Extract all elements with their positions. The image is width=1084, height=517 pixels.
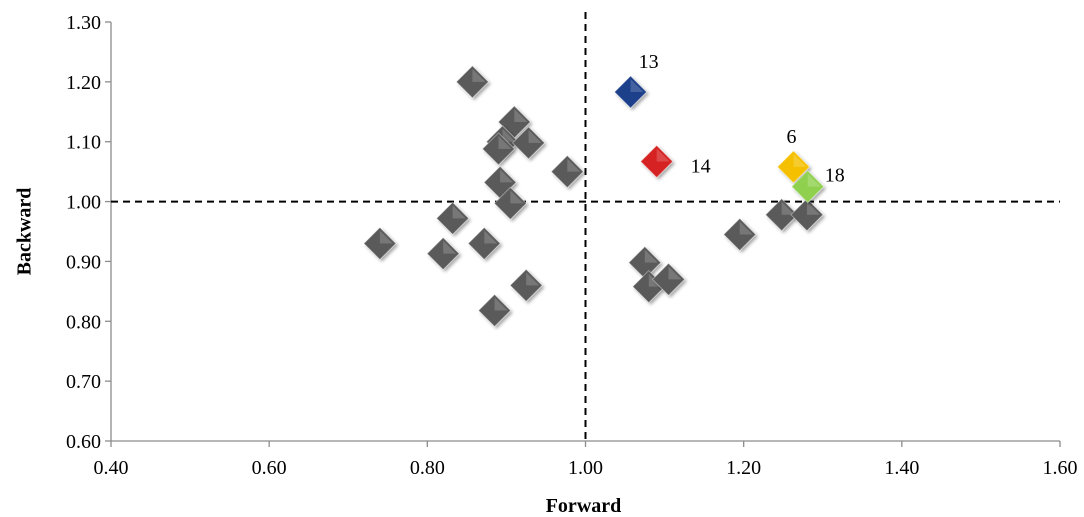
data-point bbox=[790, 198, 824, 232]
data-point bbox=[426, 236, 460, 271]
point-label-14: 14 bbox=[691, 155, 711, 177]
y-tick-label: 0.70 bbox=[66, 371, 101, 393]
data-point bbox=[723, 217, 757, 252]
data-point-14 bbox=[639, 144, 674, 179]
point-label-18: 18 bbox=[825, 165, 845, 187]
point-label-13: 13 bbox=[639, 51, 659, 73]
data-point bbox=[477, 293, 512, 328]
data-point-highlight bbox=[498, 135, 512, 149]
data-point-highlight bbox=[494, 297, 508, 311]
x-tick-label: 0.80 bbox=[410, 457, 445, 479]
x-tick-label: 0.60 bbox=[252, 457, 287, 479]
x-tick-label: 0.40 bbox=[94, 457, 129, 479]
data-point bbox=[550, 154, 585, 189]
data-point-highlight bbox=[781, 201, 795, 215]
y-axis-ticks: 0.60 0.70 0.80 0.90 1.00 1.10 1.20 1.30 bbox=[66, 12, 111, 453]
data-point bbox=[493, 186, 528, 221]
y-tick-label: 1.20 bbox=[66, 72, 101, 94]
data-point bbox=[363, 226, 397, 261]
data-point-highlight bbox=[514, 108, 528, 122]
y-tick-label: 0.90 bbox=[66, 251, 101, 273]
data-point bbox=[481, 132, 516, 166]
data-point-highlight bbox=[668, 266, 682, 280]
data-point-13 bbox=[613, 75, 648, 109]
data-point-highlight bbox=[630, 79, 644, 93]
x-tick-label: 1.20 bbox=[726, 457, 761, 479]
data-point-highlight bbox=[807, 173, 821, 187]
data-point-highlight bbox=[502, 128, 516, 142]
data-point-highlight bbox=[528, 129, 542, 143]
y-tick-label: 1.00 bbox=[66, 192, 101, 214]
reference-lines bbox=[111, 12, 1060, 441]
data-point-highlight bbox=[793, 153, 807, 167]
y-tick-label: 0.80 bbox=[66, 311, 101, 333]
y-tick-label: 0.60 bbox=[66, 431, 101, 453]
x-axis-ticks: 0.40 0.60 0.80 1.00 1.20 1.40 1.60 bbox=[94, 441, 1078, 479]
data-point bbox=[455, 65, 490, 99]
data-point-18 bbox=[791, 169, 825, 204]
data-point-highlight bbox=[739, 221, 753, 235]
data-point bbox=[509, 268, 543, 303]
data-points bbox=[363, 65, 825, 328]
data-point-highlight bbox=[500, 169, 514, 183]
x-tick-label: 1.60 bbox=[1043, 457, 1078, 479]
data-point-6 bbox=[776, 150, 811, 184]
data-point-highlight bbox=[510, 190, 524, 204]
data-point bbox=[435, 201, 470, 236]
data-point-highlight bbox=[472, 68, 486, 82]
data-point bbox=[511, 126, 546, 160]
data-point-highlight bbox=[379, 230, 393, 244]
data-point bbox=[651, 262, 686, 297]
data-point-highlight bbox=[644, 249, 658, 263]
data-point-highlight bbox=[806, 201, 820, 215]
data-point-highlight bbox=[443, 240, 457, 254]
data-point bbox=[764, 198, 799, 232]
x-tick-label: 1.00 bbox=[568, 457, 603, 479]
point-label-6: 6 bbox=[786, 126, 796, 148]
y-tick-label: 1.10 bbox=[66, 132, 101, 154]
data-point-highlight bbox=[484, 230, 498, 244]
y-tick-label: 1.30 bbox=[66, 12, 101, 34]
data-point-highlight bbox=[567, 158, 581, 172]
data-point-highlight bbox=[452, 205, 466, 219]
data-point-highlight bbox=[656, 148, 670, 162]
x-tick-label: 1.40 bbox=[884, 457, 919, 479]
y-axis-title: Backward bbox=[14, 188, 36, 276]
point-labels: 13 14 6 18 bbox=[639, 51, 845, 187]
data-point bbox=[467, 226, 501, 261]
x-axis-title: Forward bbox=[546, 495, 622, 517]
data-point-highlight bbox=[526, 272, 540, 286]
